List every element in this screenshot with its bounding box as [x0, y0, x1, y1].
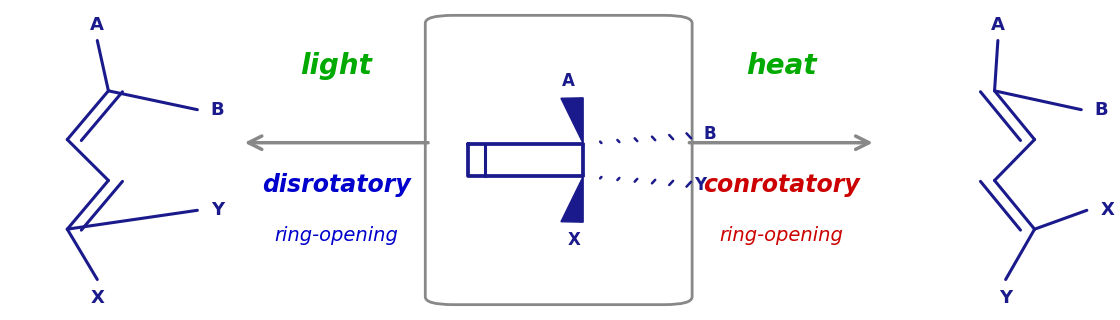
Text: ring-opening: ring-opening: [274, 226, 399, 245]
Text: B: B: [703, 125, 716, 143]
Polygon shape: [561, 98, 584, 144]
Text: B: B: [1094, 101, 1109, 119]
Text: heat: heat: [746, 52, 816, 80]
Text: B: B: [211, 101, 224, 119]
Polygon shape: [561, 176, 584, 222]
Text: Y: Y: [694, 176, 707, 194]
Text: ring-opening: ring-opening: [719, 226, 843, 245]
Text: light: light: [300, 52, 372, 80]
Text: disrotatory: disrotatory: [262, 173, 411, 197]
Text: A: A: [562, 72, 576, 90]
Text: X: X: [568, 231, 580, 249]
Text: X: X: [1100, 201, 1114, 219]
Text: A: A: [91, 16, 104, 34]
Text: conrotatory: conrotatory: [702, 173, 859, 197]
Text: A: A: [991, 16, 1005, 34]
FancyBboxPatch shape: [426, 15, 692, 305]
Text: Y: Y: [211, 201, 224, 219]
Text: X: X: [91, 289, 104, 307]
Text: Y: Y: [999, 289, 1012, 307]
